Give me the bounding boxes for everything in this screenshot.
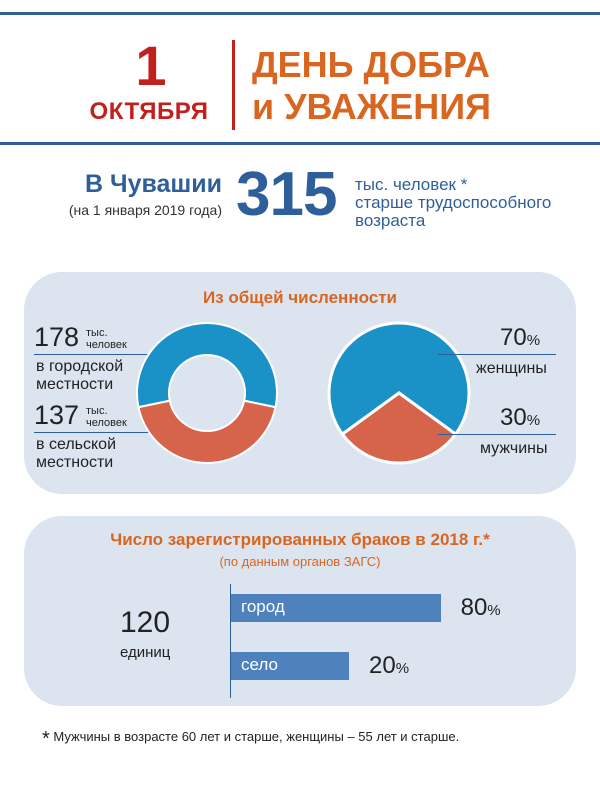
header-bottom-rule <box>0 142 600 145</box>
men-label: мужчины <box>480 440 548 457</box>
village-pct: 20% <box>369 652 409 680</box>
region-name: В Чувашии <box>85 170 222 198</box>
urban-value: 178 <box>34 322 80 352</box>
women-pct-value: 70 <box>500 324 527 351</box>
village-bar: село <box>231 652 349 680</box>
gender-pie <box>327 321 471 465</box>
rural-unit-1: тыс. <box>86 405 108 417</box>
date-month: ОКТЯБРЯ <box>89 98 209 125</box>
page-title: ДЕНЬ ДОБРА и УВАЖЕНИЯ <box>252 44 592 128</box>
urban-label: в городской местности <box>36 358 123 394</box>
title-line-1: ДЕНЬ ДОБРА <box>252 44 490 85</box>
village-pct-value: 20 <box>369 652 396 679</box>
city-pct: 80% <box>461 594 501 622</box>
footnote: * Мужчины в возрасте 60 лет и старше, же… <box>42 728 459 751</box>
rural-unit-2: человек <box>86 417 127 429</box>
men-label-line <box>438 434 556 435</box>
city-bar: город <box>231 594 441 622</box>
village-pct-sign: % <box>395 660 410 677</box>
women-pct-sign: % <box>526 332 541 349</box>
footnote-star: * <box>42 728 50 750</box>
pie-slice-men <box>340 391 458 465</box>
city-bar-label: город <box>241 597 285 616</box>
marriage-panel-title: Число зарегистрированных браков в 2018 г… <box>110 530 490 549</box>
rural-label-1: в сельской <box>36 436 116 453</box>
region-date: (на 1 января 2019 года) <box>68 202 222 218</box>
rural-value: 137 <box>34 400 80 430</box>
pie-slices <box>327 321 471 465</box>
donut-slice-urban <box>136 322 278 409</box>
women-pct: 70% <box>500 324 540 352</box>
footnote-text: Мужчины в возрасте 60 лет и старше, женщ… <box>53 729 460 744</box>
top-rule <box>0 12 600 15</box>
total-desc-line-3: возраста <box>355 211 426 230</box>
total-desc-line-2: старше трудоспособного <box>355 193 552 212</box>
marriage-panel: Число зарегистрированных браков в 2018 г… <box>24 516 576 706</box>
village-bar-label: село <box>241 655 278 674</box>
donut-slice-rural <box>137 399 277 464</box>
marriage-total-value: 120 <box>120 606 171 639</box>
rural-label-line <box>34 432 180 433</box>
total-value: 315 <box>236 160 337 229</box>
men-pct-sign: % <box>526 412 541 429</box>
total-description: тыс. человек * старше трудоспособного во… <box>355 176 595 230</box>
women-label-line <box>438 354 556 355</box>
men-pct: 30% <box>500 404 540 432</box>
city-pct-sign: % <box>487 602 501 619</box>
rural-label: в сельской местности <box>36 436 116 472</box>
bars-axis <box>230 584 231 698</box>
urban-unit-2: человек <box>86 339 127 351</box>
date-day: 1 <box>135 34 167 97</box>
urban-label-2: местности <box>36 376 114 393</box>
city-pct-value: 80 <box>460 594 488 621</box>
total-desc-line-1: тыс. человек * <box>355 175 468 194</box>
urban-rural-donut <box>136 322 278 464</box>
marriage-total-unit: единиц <box>120 644 171 661</box>
pie-slice-women <box>327 321 471 437</box>
donut-slices <box>136 322 278 464</box>
urban-label-line <box>34 354 180 355</box>
header-separator <box>232 40 235 130</box>
title-line-2: и УВАЖЕНИЯ <box>252 86 492 127</box>
population-panel-title: Из общей численности <box>203 288 397 307</box>
marriage-panel-subtitle: (по данным органов ЗАГС) <box>219 554 381 569</box>
rural-label-2: местности <box>36 454 114 471</box>
men-pct-value: 30 <box>500 404 527 431</box>
urban-unit-1: тыс. <box>86 327 108 339</box>
women-label: женщины <box>476 360 547 377</box>
urban-label-1: в городской <box>36 358 124 375</box>
population-panel: Из общей численности 178 тыс. человек в … <box>24 272 576 494</box>
